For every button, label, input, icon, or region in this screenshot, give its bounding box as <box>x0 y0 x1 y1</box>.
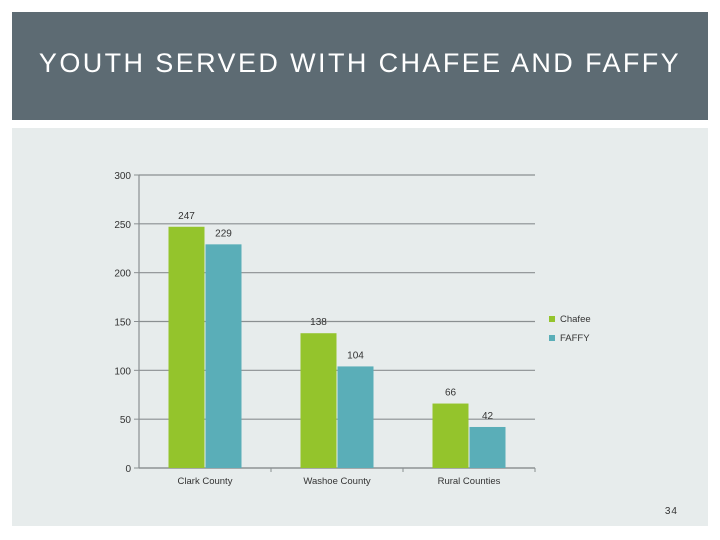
y-tick-labels: 0 50 100 150 200 250 300 <box>114 171 131 475</box>
y-tick-label: 250 <box>114 220 131 231</box>
bar-chafee <box>168 226 205 468</box>
bars <box>168 226 506 468</box>
data-label-faffy: 42 <box>482 411 494 422</box>
bar-faffy <box>337 366 374 468</box>
slide-title: YOUTH SERVED WITH CHAFEE AND FAFFY <box>38 47 682 78</box>
axes <box>134 174 536 472</box>
y-tick-label: 300 <box>114 171 131 182</box>
data-label-chafee: 66 <box>445 388 457 399</box>
y-tick-label: 0 <box>125 464 131 475</box>
bar-chafee <box>300 333 337 468</box>
x-tick-label: Clark County <box>178 476 233 487</box>
y-tick-label: 150 <box>114 318 131 329</box>
legend-swatch-chafee <box>549 316 555 322</box>
data-label-chafee: 138 <box>310 317 327 328</box>
title-band: YOUTH SERVED WITH CHAFEE AND FAFFY <box>12 12 708 120</box>
data-labels: 247 229 138 104 66 42 <box>178 211 493 422</box>
bar-faffy <box>205 244 242 468</box>
bar-chafee <box>432 403 469 468</box>
data-label-faffy: 104 <box>347 350 364 361</box>
legend-label-chafee: Chafee <box>560 314 591 325</box>
x-tick-label: Washoe County <box>303 476 370 487</box>
bar-faffy <box>469 426 506 468</box>
data-label-chafee: 247 <box>178 211 195 222</box>
x-tick-label: Rural Counties <box>438 476 501 487</box>
x-tick-labels: Clark County Washoe County Rural Counties <box>178 476 501 487</box>
legend-swatch-faffy <box>549 335 555 341</box>
data-label-faffy: 229 <box>215 228 232 239</box>
legend-label-faffy: FAFFY <box>560 333 590 344</box>
y-tick-label: 200 <box>114 269 131 280</box>
y-tick-label: 50 <box>120 415 132 426</box>
y-tick-label: 100 <box>114 366 131 377</box>
page-number: 34 <box>664 506 678 517</box>
legend: Chafee FAFFY <box>549 314 591 344</box>
